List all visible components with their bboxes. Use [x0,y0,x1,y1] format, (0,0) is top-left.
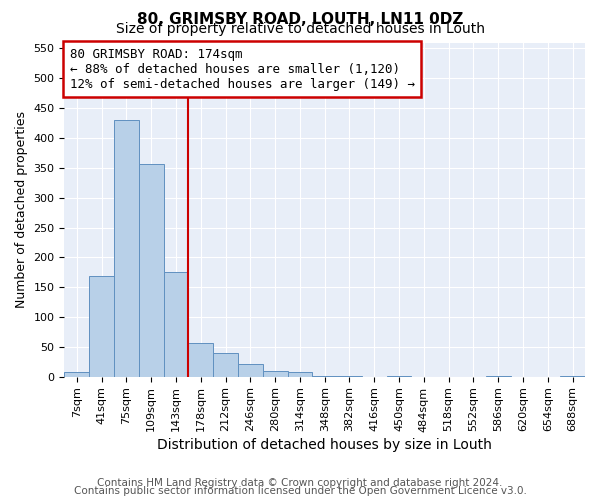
Bar [114,120,139,376]
Bar [263,370,287,376]
Bar [238,364,263,376]
Bar [287,372,313,376]
Y-axis label: Number of detached properties: Number of detached properties [15,111,28,308]
Text: Size of property relative to detached houses in Louth: Size of property relative to detached ho… [115,22,485,36]
Text: Contains public sector information licensed under the Open Government Licence v3: Contains public sector information licen… [74,486,526,496]
Bar [64,372,89,376]
Text: Contains HM Land Registry data © Crown copyright and database right 2024.: Contains HM Land Registry data © Crown c… [97,478,503,488]
Bar [213,353,238,376]
Text: 80 GRIMSBY ROAD: 174sqm
← 88% of detached houses are smaller (1,120)
12% of semi: 80 GRIMSBY ROAD: 174sqm ← 88% of detache… [70,48,415,90]
X-axis label: Distribution of detached houses by size in Louth: Distribution of detached houses by size … [157,438,492,452]
Bar [164,272,188,376]
Bar [89,276,114,376]
Bar [188,342,213,376]
Text: 80, GRIMSBY ROAD, LOUTH, LN11 0DZ: 80, GRIMSBY ROAD, LOUTH, LN11 0DZ [137,12,463,28]
Bar [139,164,164,376]
